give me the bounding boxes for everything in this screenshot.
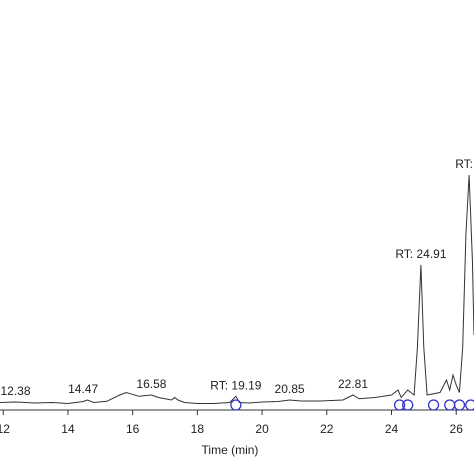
x-axis-title: Time (min) (202, 443, 259, 457)
x-tick-label: 16 (126, 422, 140, 436)
peak-marker (427, 399, 440, 411)
peak-label: 20.85 (275, 382, 305, 396)
x-tick-label: 24 (385, 422, 399, 436)
peak-label: RT: 24.91 (395, 247, 446, 261)
peak-marker (393, 399, 406, 411)
x-tick-label: 14 (61, 422, 75, 436)
peak-marker (465, 399, 474, 411)
peak-label: 14.47 (68, 382, 98, 396)
x-tick-label: 18 (191, 422, 205, 436)
x-tick-label: 20 (255, 422, 269, 436)
chromatogram-line (0, 174, 474, 405)
x-tick-label: 26 (450, 422, 464, 436)
peak-marker (444, 399, 456, 411)
peak-label: 16.58 (136, 377, 166, 391)
peak-label: RT: 2 (455, 157, 474, 171)
peak-label: 12.38 (1, 384, 31, 398)
x-tick-label: 12 (0, 422, 10, 436)
peak-marker (402, 399, 414, 411)
peak-label: 22.81 (338, 377, 368, 391)
x-tick-label: 22 (320, 422, 334, 436)
peak-marker (453, 399, 466, 411)
peak-label: RT: 19.19 (210, 378, 261, 392)
peak-marker (230, 399, 242, 411)
